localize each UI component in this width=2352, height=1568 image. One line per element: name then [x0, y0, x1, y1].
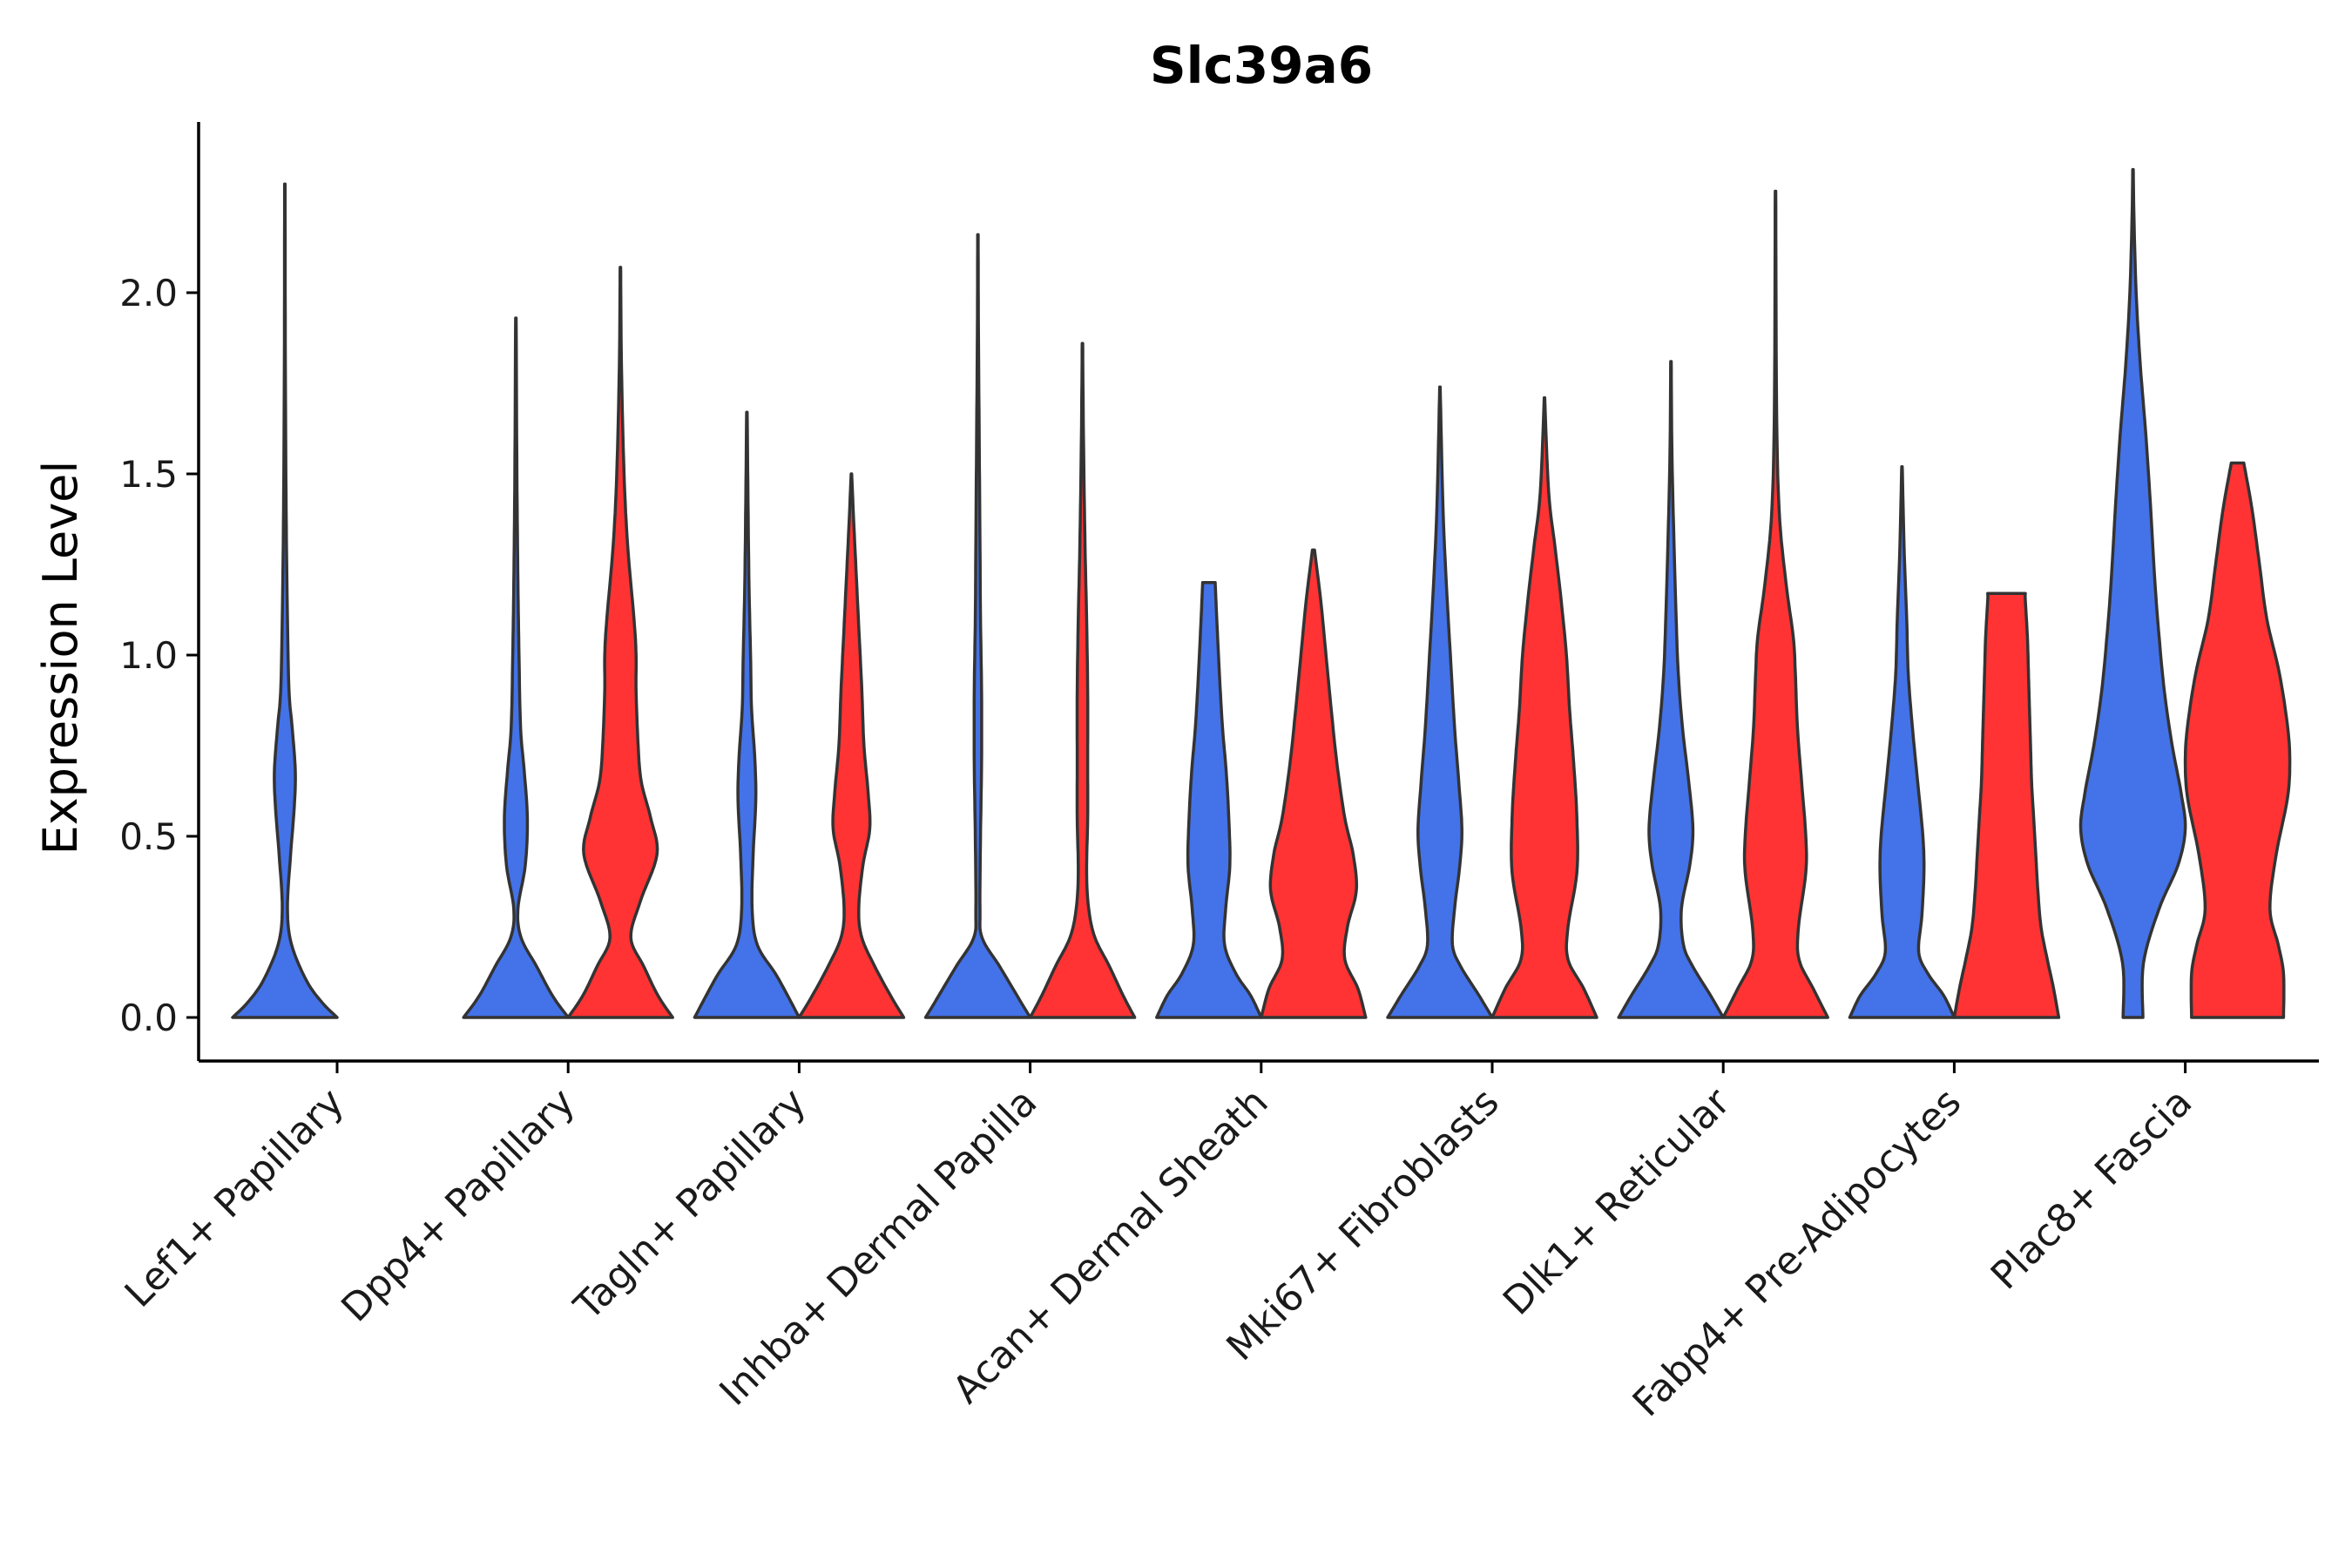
- violin-group2: [1260, 548, 1368, 1019]
- violin-group1: [1848, 464, 1957, 1019]
- y-tick-label: 0.0: [119, 997, 178, 1039]
- violin-group2: [1028, 341, 1137, 1019]
- x-tick-label: Plac8+ Fascia: [1983, 1080, 2201, 1299]
- violin-group2: [2183, 461, 2292, 1019]
- y-tick-label: 0.5: [119, 815, 178, 858]
- y-tick-label: 1.5: [119, 453, 178, 496]
- y-axis-label: Expression Level: [33, 461, 88, 855]
- violin-group1: [462, 316, 570, 1019]
- violin-group2: [797, 472, 906, 1019]
- violin-group2: [1721, 189, 1829, 1019]
- y-tick-label: 2.0: [119, 272, 178, 314]
- violin-group1: [1155, 581, 1263, 1019]
- violin-group1: [231, 182, 339, 1019]
- chart-title: Slc39a6: [1150, 36, 1373, 95]
- violin-group1: [1617, 360, 1725, 1019]
- violin-group2: [566, 266, 674, 1019]
- y-ticks: 0.0 0.5 1.0 1.5 2.0: [119, 272, 199, 1039]
- violin-group: [231, 167, 2292, 1019]
- y-tick-label: 1.0: [119, 634, 178, 677]
- x-tick-label: Lef1+ Papillary: [117, 1080, 353, 1316]
- violin-group1: [693, 410, 801, 1019]
- x-tick-label: Dlk1+ Reticular: [1495, 1079, 1740, 1324]
- violin-group1: [2078, 167, 2187, 1019]
- violin-group1: [923, 233, 1032, 1019]
- violin-group2: [1490, 395, 1598, 1019]
- violin-group1: [1386, 385, 1494, 1019]
- x-tick-label: Dpp4+ Papillary: [333, 1080, 584, 1331]
- violin-group2: [1952, 591, 2061, 1019]
- x-tick-label: Tagln+ Papillary: [565, 1080, 814, 1329]
